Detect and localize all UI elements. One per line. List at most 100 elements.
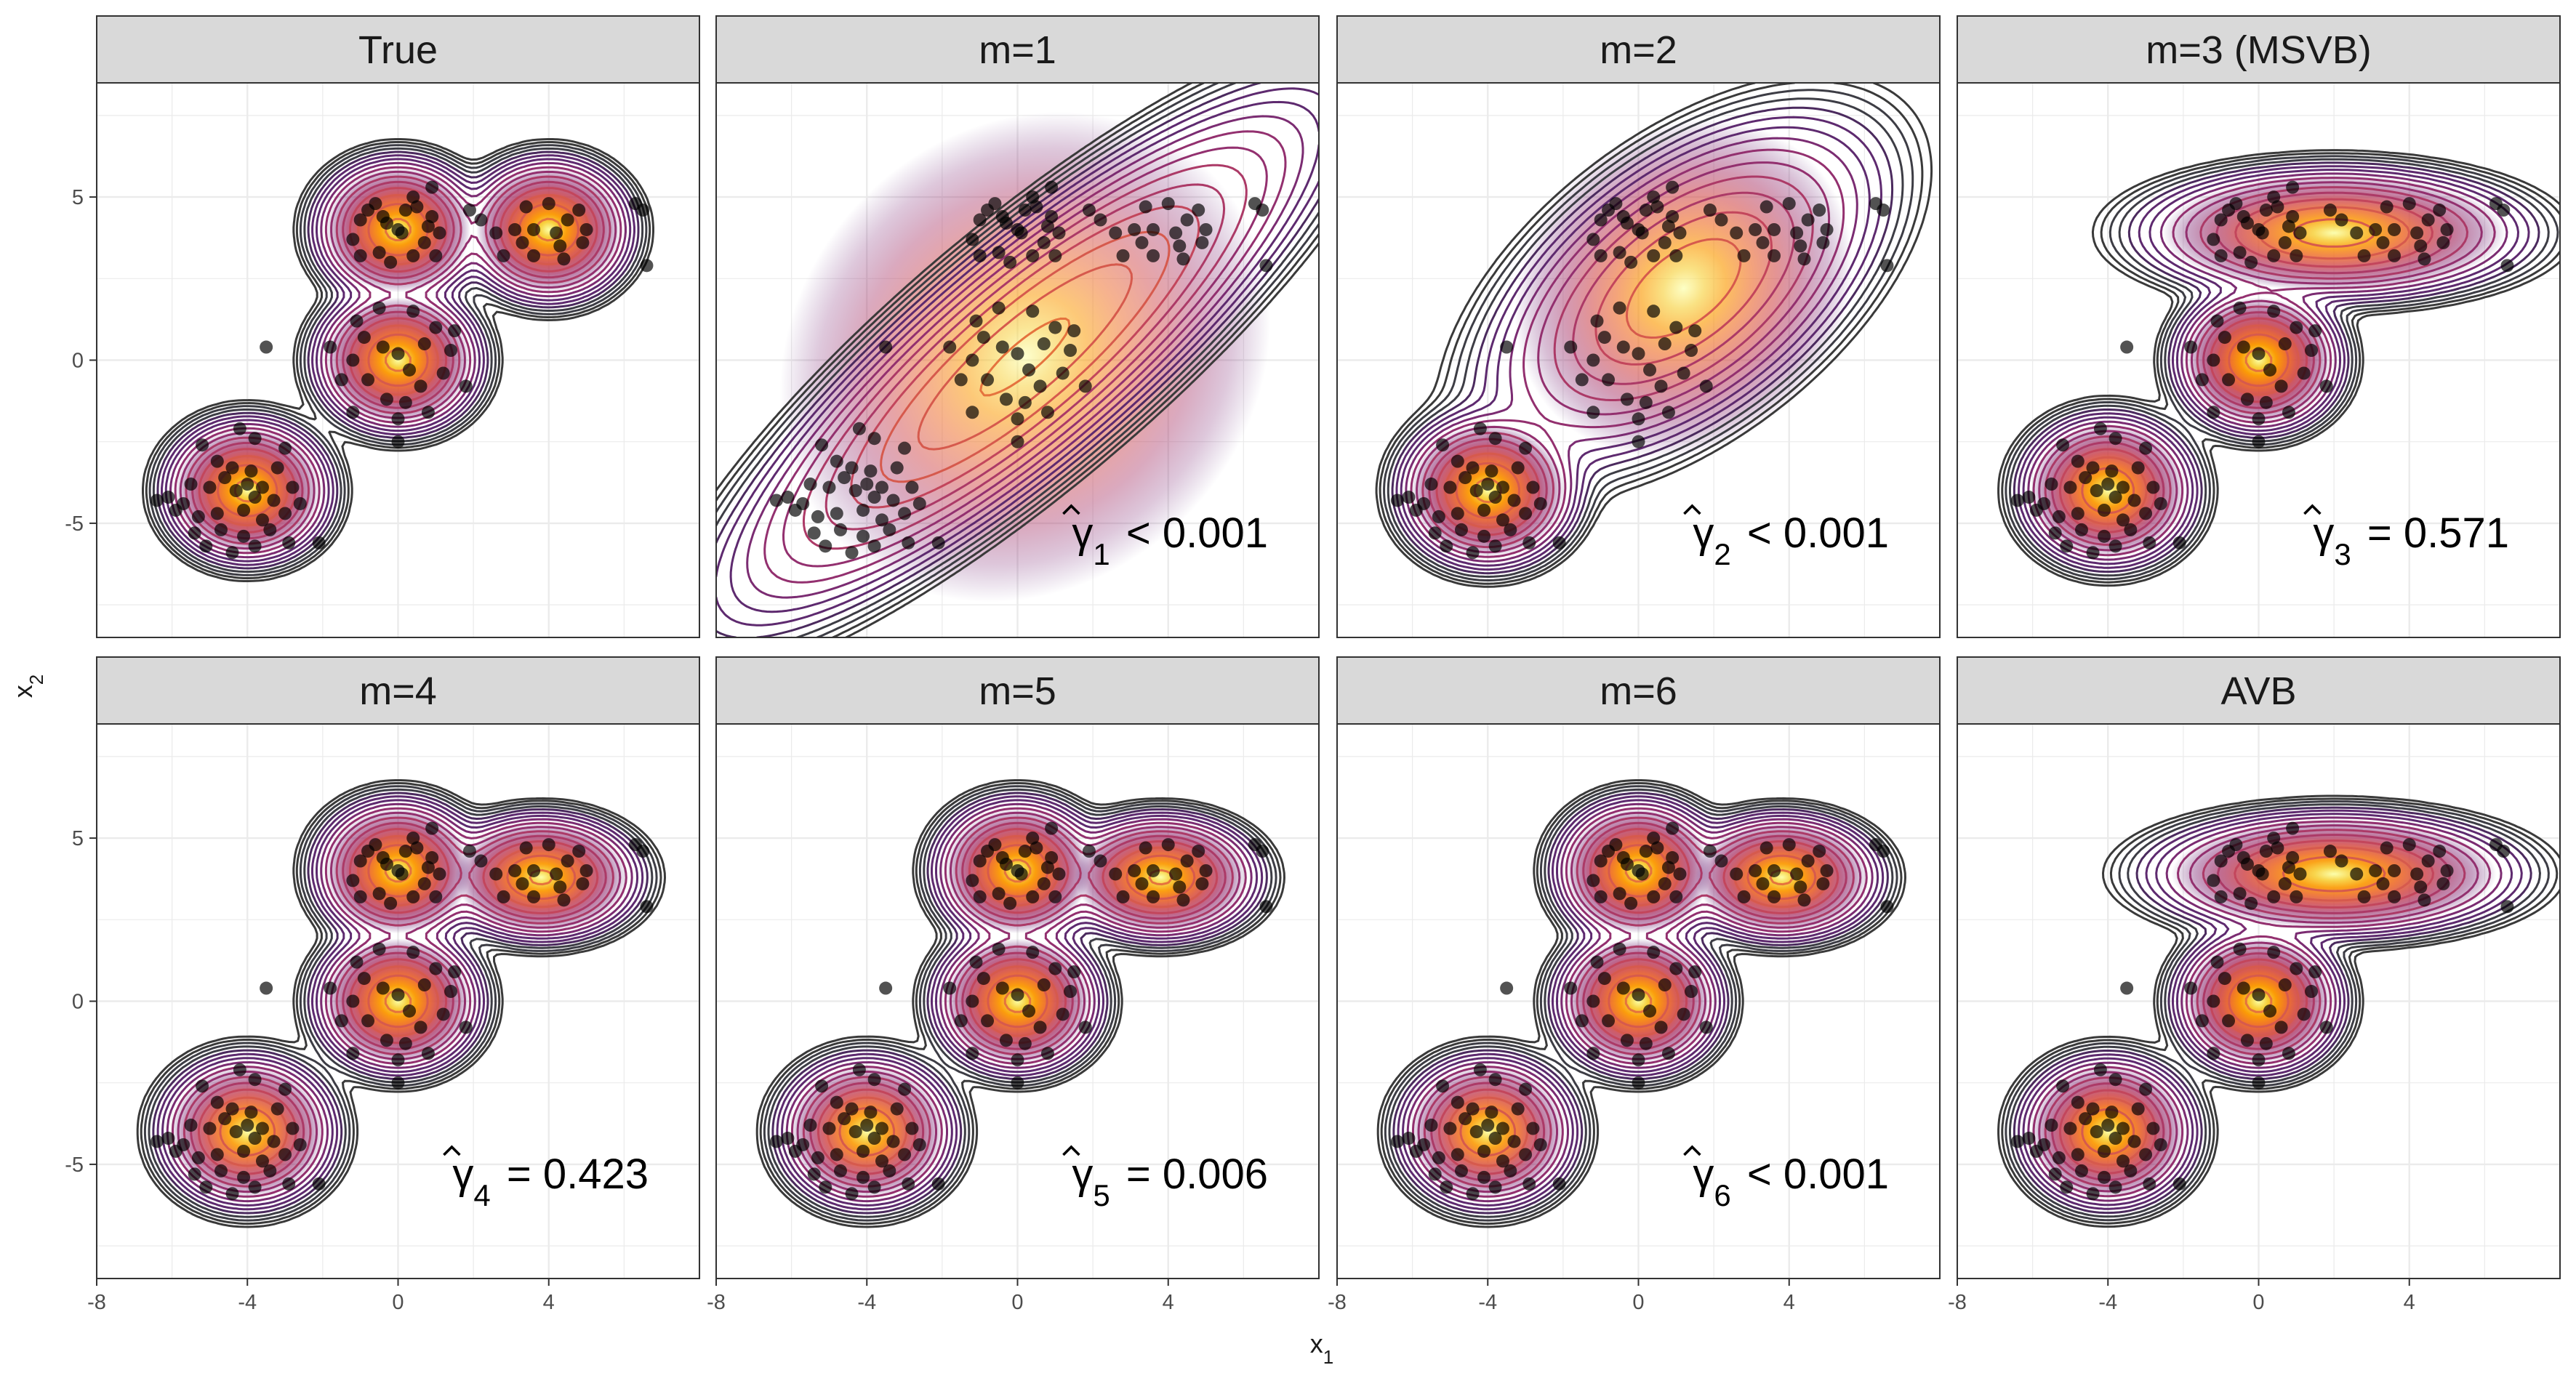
data-point (636, 845, 650, 858)
data-point (2108, 432, 2122, 446)
x-tick-label: 0 (392, 1291, 404, 1314)
data-point (270, 1102, 284, 1116)
contour-level (729, 100, 1319, 613)
data-point (391, 1053, 405, 1067)
data-point (1688, 965, 1702, 979)
data-point (898, 507, 912, 520)
data-point (2267, 946, 2281, 959)
data-point (1195, 235, 1209, 249)
data-point (462, 845, 476, 858)
data-point (807, 526, 821, 540)
data-point (429, 321, 443, 334)
data-point (425, 821, 439, 835)
data-point (1176, 252, 1190, 266)
data-point (995, 340, 1009, 354)
data-points (1390, 180, 1894, 560)
data-point (2436, 877, 2450, 890)
data-point (867, 1073, 881, 1087)
data-point (1440, 539, 1453, 553)
data-point (1450, 1148, 1464, 1161)
data-point (2350, 867, 2364, 881)
data-point (1488, 1073, 1502, 1087)
data-point (1666, 180, 1680, 194)
data-point (229, 1125, 243, 1139)
data-point (1616, 340, 1630, 354)
data-point (1450, 507, 1464, 520)
data-point (898, 441, 912, 455)
contour-level (1421, 175, 1814, 549)
data-point (781, 1132, 795, 1145)
data-point (2290, 890, 2303, 903)
data-point (2236, 981, 2250, 995)
data-point (1014, 867, 1028, 881)
data-point (557, 252, 571, 266)
data-point (255, 480, 269, 494)
data-point (1714, 854, 1728, 868)
data-point (346, 994, 360, 1008)
data-point (1458, 1112, 1472, 1126)
contour-level (776, 795, 1264, 1211)
data-point (2120, 981, 2134, 995)
data-point (2108, 491, 2122, 504)
data-point (1040, 1047, 1054, 1060)
data-point (199, 539, 213, 553)
data-point (2369, 863, 2383, 877)
data-point (856, 503, 870, 517)
data-point (1624, 896, 1638, 910)
x-tick-label: 4 (1783, 1291, 1795, 1314)
data-point (912, 496, 926, 510)
data-point (429, 890, 443, 903)
data-point (1477, 529, 1491, 543)
data-point (2440, 863, 2454, 877)
data-point (2056, 1079, 2070, 1093)
contour-level (1417, 811, 1862, 1193)
data-point (1575, 1014, 1589, 1028)
data-point (2214, 854, 2228, 868)
contour-level (785, 802, 1253, 1203)
contour-level (1406, 802, 1874, 1203)
data-point (860, 478, 874, 491)
panel-plot-area (136, 779, 666, 1228)
data-point (1635, 226, 1649, 240)
data-point (403, 363, 417, 377)
data-point (1256, 204, 1269, 217)
facet-strip-label: m=3 (MSVB) (2146, 28, 2372, 72)
data-point (542, 838, 555, 852)
data-point (210, 1095, 224, 1109)
x-axis-title: x1 (1310, 1329, 1333, 1368)
data-point (2278, 978, 2292, 992)
data-point (2079, 1112, 2093, 1126)
data-point (429, 962, 443, 975)
facet-m-1: m=1 γ1 < 0.001 (715, 15, 1320, 638)
data-point (1654, 379, 1668, 393)
y-axis-title: x2 (8, 675, 47, 698)
data-point (376, 851, 390, 865)
data-point (1685, 344, 1698, 358)
data-point (1040, 220, 1054, 233)
data-point (2233, 301, 2247, 315)
data-point (542, 197, 555, 211)
data-point (2010, 494, 2024, 507)
data-point (1256, 845, 1269, 858)
data-point (293, 496, 307, 510)
data-point (312, 1177, 326, 1191)
gamma-annotation: γ2 < 0.001 (1693, 510, 1889, 571)
data-point (324, 340, 337, 354)
data-point (433, 867, 446, 881)
data-point (1522, 1177, 1536, 1191)
data-point (860, 1119, 874, 1132)
contour-level (2018, 165, 2530, 569)
data-point (1639, 845, 1653, 858)
data-point (395, 867, 409, 881)
data-point (1730, 867, 1744, 881)
data-point (1018, 1036, 1032, 1050)
data-point (196, 438, 209, 452)
data-point (886, 1135, 900, 1148)
data-point (867, 491, 881, 504)
data-point (1022, 363, 1036, 377)
data-point (981, 845, 995, 858)
data-point (640, 900, 654, 914)
data-point (2090, 484, 2103, 498)
data-point (286, 480, 300, 494)
data-point (2086, 1187, 2100, 1201)
